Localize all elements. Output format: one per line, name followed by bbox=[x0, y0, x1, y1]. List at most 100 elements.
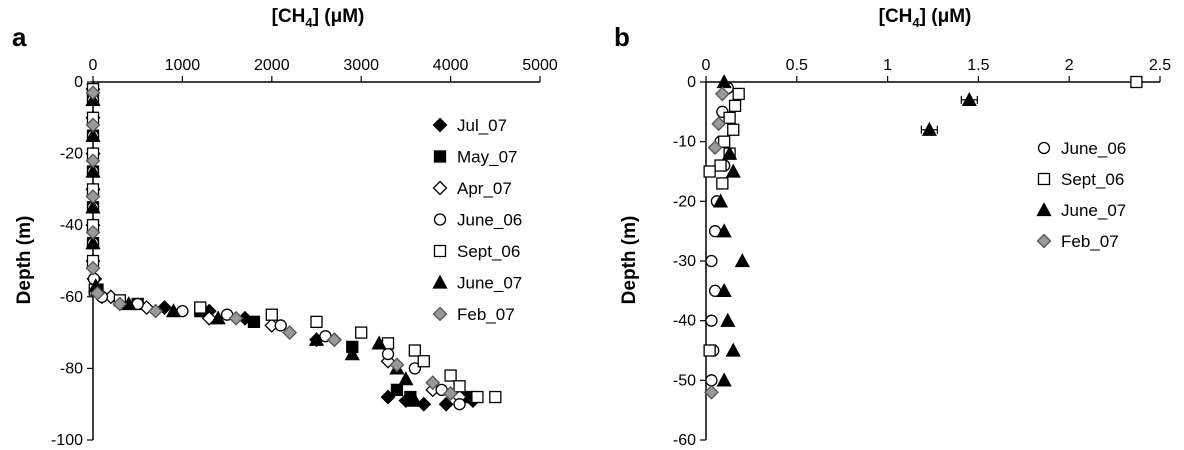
y-axis-title: Depth (m) bbox=[619, 216, 640, 305]
data-point bbox=[718, 135, 731, 148]
data-point bbox=[274, 319, 287, 332]
y-tick-label: -40 bbox=[60, 217, 83, 234]
data-point bbox=[703, 344, 716, 357]
x-tick-label: 1000 bbox=[165, 57, 201, 74]
x-tick-label: 0.5 bbox=[786, 57, 808, 74]
data-point bbox=[732, 87, 745, 101]
x-axis-title-rest: ] (μM) bbox=[920, 6, 972, 27]
data-point bbox=[723, 111, 736, 124]
data-point bbox=[444, 369, 457, 382]
data-point bbox=[716, 372, 732, 387]
data-point bbox=[961, 92, 977, 107]
panel-letter: b bbox=[614, 22, 630, 52]
data-point bbox=[704, 384, 719, 400]
data-point bbox=[734, 253, 750, 268]
y-tick-label: -60 bbox=[673, 432, 696, 449]
y-axis-title: Depth (m) bbox=[14, 216, 35, 305]
legend-label: Feb_07 bbox=[457, 305, 515, 324]
y-tick-label: -50 bbox=[673, 372, 696, 389]
y-tick-label: -60 bbox=[60, 289, 83, 306]
x-axis-title-subscript: 4 bbox=[305, 15, 313, 30]
legend-label: Apr_07 bbox=[457, 179, 512, 198]
data-point bbox=[711, 116, 727, 132]
x-tick-label: 0 bbox=[702, 57, 711, 74]
data-point bbox=[390, 383, 404, 397]
legend-marker bbox=[432, 306, 448, 322]
data-point bbox=[381, 347, 395, 361]
y-tick-label: -10 bbox=[673, 134, 696, 151]
legend: Jul_07 May_07 Apr_07 June_06 Sept_06 June_07 F… bbox=[432, 116, 522, 324]
data-point bbox=[85, 153, 101, 169]
data-point bbox=[725, 342, 741, 357]
legend: June_06 Sept_06 June_07 Feb_07 bbox=[1036, 139, 1126, 251]
data-point bbox=[326, 332, 342, 348]
legend-label: May_07 bbox=[457, 148, 517, 167]
x-axis-title-subscript: 4 bbox=[912, 15, 920, 30]
data-point bbox=[453, 380, 466, 393]
x-axis-title-main: [CH bbox=[879, 6, 913, 27]
x-tick-label: 4000 bbox=[433, 57, 469, 74]
series-Feb_07 bbox=[85, 85, 459, 401]
series-June_07 bbox=[712, 74, 978, 387]
data-point bbox=[417, 355, 430, 368]
legend-label: June_06 bbox=[457, 211, 522, 230]
y-tick-label: -20 bbox=[673, 193, 696, 210]
data-point bbox=[716, 223, 732, 238]
data-point bbox=[705, 314, 718, 327]
x-tick-label: 5000 bbox=[522, 57, 558, 74]
data-point bbox=[247, 315, 261, 329]
data-point bbox=[210, 310, 226, 325]
data-point bbox=[85, 117, 101, 133]
data-point bbox=[407, 392, 423, 407]
legend-marker bbox=[1036, 233, 1052, 249]
data-point bbox=[308, 331, 325, 346]
legend-marker bbox=[432, 274, 448, 289]
data-point bbox=[344, 346, 360, 361]
y-tick-label: -80 bbox=[60, 360, 83, 377]
data-point bbox=[85, 199, 101, 214]
data-point bbox=[85, 235, 101, 250]
series-Sept_06 bbox=[86, 83, 502, 404]
data-point bbox=[725, 163, 741, 178]
data-point bbox=[310, 315, 323, 329]
data-point bbox=[716, 177, 729, 190]
data-point bbox=[425, 375, 441, 391]
data-point bbox=[85, 163, 101, 178]
x-tick-label: 1 bbox=[883, 57, 892, 74]
series-Feb_07 bbox=[704, 86, 730, 400]
data-point bbox=[727, 123, 740, 136]
legend-marker bbox=[433, 213, 447, 226]
data-point bbox=[707, 140, 723, 156]
legend-marker bbox=[432, 180, 448, 196]
legend-marker bbox=[433, 244, 447, 258]
legend-marker bbox=[432, 117, 448, 133]
data-point bbox=[371, 335, 387, 350]
data-point bbox=[85, 127, 101, 142]
data-point bbox=[921, 121, 937, 136]
x-tick-label: 2000 bbox=[254, 57, 290, 74]
x-axis-title: [CH4] (μM) bbox=[879, 6, 972, 30]
data-point bbox=[1130, 75, 1143, 89]
x-tick-label: 0 bbox=[89, 57, 98, 74]
y-tick-label: -40 bbox=[673, 313, 696, 330]
legend-label: June_06 bbox=[1061, 139, 1126, 158]
data-point bbox=[165, 303, 182, 318]
data-point bbox=[228, 310, 244, 326]
x-tick-label: 1.5 bbox=[967, 57, 989, 74]
data-point bbox=[408, 344, 421, 357]
panel-letter: a bbox=[12, 22, 27, 52]
y-tick-label: -20 bbox=[60, 146, 83, 163]
legend-marker bbox=[1037, 172, 1051, 186]
data-point bbox=[85, 189, 101, 204]
data-point bbox=[471, 390, 484, 404]
data-point bbox=[720, 312, 736, 327]
x-tick-label: 2.5 bbox=[1149, 57, 1171, 74]
legend-label: Feb_07 bbox=[1061, 232, 1119, 251]
data-point bbox=[90, 285, 105, 301]
legend-label: June_07 bbox=[457, 274, 522, 293]
legend-label: Sept_06 bbox=[457, 242, 520, 261]
x-tick-label: 2 bbox=[1065, 57, 1074, 74]
data-point bbox=[265, 308, 278, 321]
data-point bbox=[703, 165, 716, 178]
data-point bbox=[398, 371, 414, 386]
